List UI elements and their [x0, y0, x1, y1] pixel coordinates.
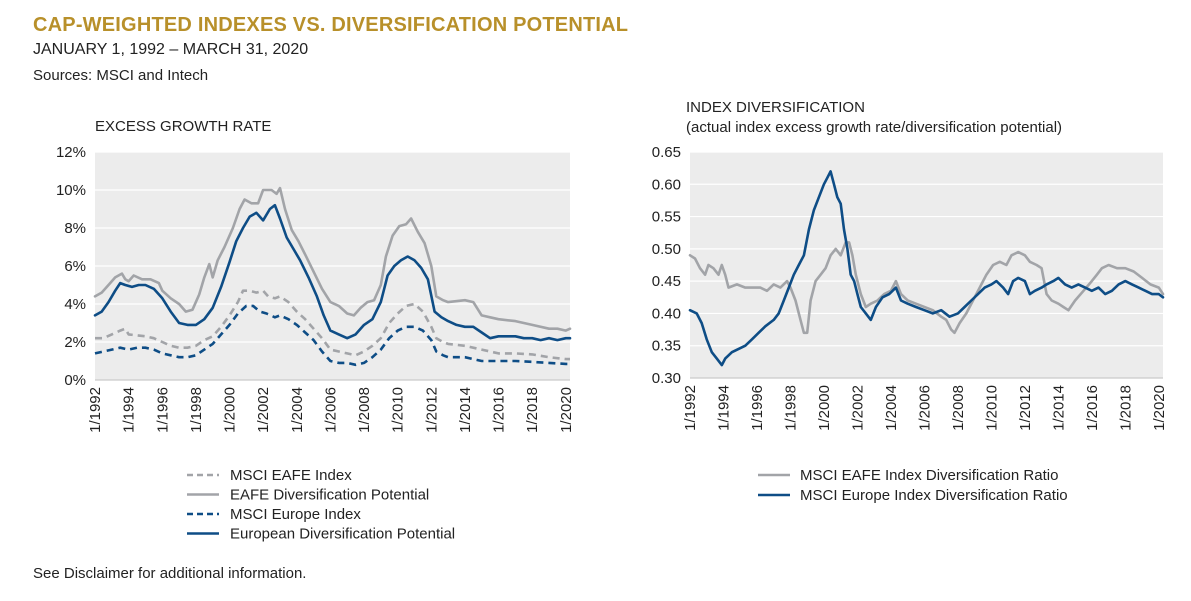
chart-subtitle: (actual index excess growth rate/diversi…	[686, 119, 1062, 136]
legend-label: MSCI EAFE Index Diversification Ratio	[800, 467, 1058, 484]
x-tick-label: 1/2012	[423, 387, 440, 433]
plot-area	[690, 152, 1163, 378]
y-tick-label: 0.65	[652, 144, 681, 161]
date-range: JANUARY 1, 1992 – MARCH 31, 2020	[33, 41, 309, 58]
y-tick-label: 2%	[64, 334, 86, 351]
x-tick-label: 1/2008	[950, 385, 967, 431]
legend-label: MSCI Europe Index Diversification Ratio	[800, 487, 1068, 504]
y-tick-label: 0.35	[652, 338, 681, 355]
x-tick-label: 1/2012	[1017, 385, 1034, 431]
disclaimer: See Disclaimer for additional informatio…	[33, 565, 307, 582]
x-tick-label: 1/2002	[255, 387, 272, 433]
x-tick-label: 1/1994	[121, 387, 138, 433]
x-tick-label: 1/1998	[782, 385, 799, 431]
x-tick-label: 1/1994	[715, 385, 732, 431]
series-line-0-0	[95, 289, 570, 361]
chart-diversification: INDEX DIVERSIFICATION (actual index exces…	[652, 99, 1168, 504]
chart-excess: EXCESS GROWTH RATE 0% 2% 4% 6% 8% 10% 12% 1/1992…	[56, 118, 575, 543]
x-tick-label: 1/2010	[983, 385, 1000, 431]
x-tick-label: 1/1996	[154, 387, 171, 433]
x-tick-label: 1/2004	[289, 387, 306, 433]
legend-label: MSCI Europe Index	[230, 506, 361, 523]
y-tick-label: 10%	[56, 182, 86, 199]
y-tick-label: 0.55	[652, 209, 681, 226]
series-line-1-1	[688, 170, 1165, 367]
x-tick-label: 1/2014	[1050, 385, 1067, 431]
x-tick-label: 1/2018	[524, 387, 541, 433]
y-tick-label: 0%	[64, 372, 86, 389]
sources: Sources: MSCI and Intech	[33, 67, 209, 84]
x-tick-label: 1/2002	[849, 385, 866, 431]
series-line-0-3	[93, 203, 572, 342]
legend-label: MSCI EAFE Index	[230, 467, 352, 484]
y-tick-label: 4%	[64, 296, 86, 313]
x-tick-label: 1/2000	[816, 385, 833, 431]
x-tick-label: 1/2006	[322, 387, 339, 433]
x-tick-label: 1/2018	[1117, 385, 1134, 431]
x-tick-label: 1/2008	[356, 387, 373, 433]
x-tick-label: 1/2016	[491, 387, 508, 433]
x-tick-label: 1/2014	[457, 387, 474, 433]
y-tick-label: 0.60	[652, 176, 681, 193]
chart-title: INDEX DIVERSIFICATION	[686, 99, 865, 116]
y-tick-label: 12%	[56, 144, 86, 161]
x-tick-label: 1/1998	[188, 387, 205, 433]
x-tick-label: 1/1992	[87, 387, 104, 433]
y-tick-label: 0.50	[652, 241, 681, 258]
y-tick-label: 6%	[64, 258, 86, 275]
legend-label: EAFE Diversification Potential	[230, 487, 429, 504]
legend-label: European Diversification Potential	[230, 526, 455, 543]
series-line-0-2	[94, 304, 570, 367]
y-tick-label: 8%	[64, 220, 86, 237]
series-line-0-1	[93, 186, 572, 332]
x-tick-label: 1/1996	[749, 385, 766, 431]
y-tick-label: 0.40	[652, 305, 681, 322]
x-tick-label: 1/2006	[916, 385, 933, 431]
x-tick-label: 1/2000	[222, 387, 239, 433]
x-tick-label: 1/2020	[1151, 385, 1168, 431]
x-tick-label: 1/1992	[682, 385, 699, 431]
series-line-1-0	[688, 241, 1165, 335]
y-tick-label: 0.45	[652, 273, 681, 290]
x-tick-label: 1/2010	[390, 387, 407, 433]
x-tick-label: 1/2016	[1084, 385, 1101, 431]
x-tick-label: 1/2020	[558, 387, 575, 433]
chart-title: EXCESS GROWTH RATE	[95, 118, 271, 135]
page-title: CAP-WEIGHTED INDEXES VS. DIVERSIFICATION…	[33, 14, 629, 36]
y-tick-label: 0.30	[652, 370, 681, 387]
x-tick-label: 1/2004	[883, 385, 900, 431]
